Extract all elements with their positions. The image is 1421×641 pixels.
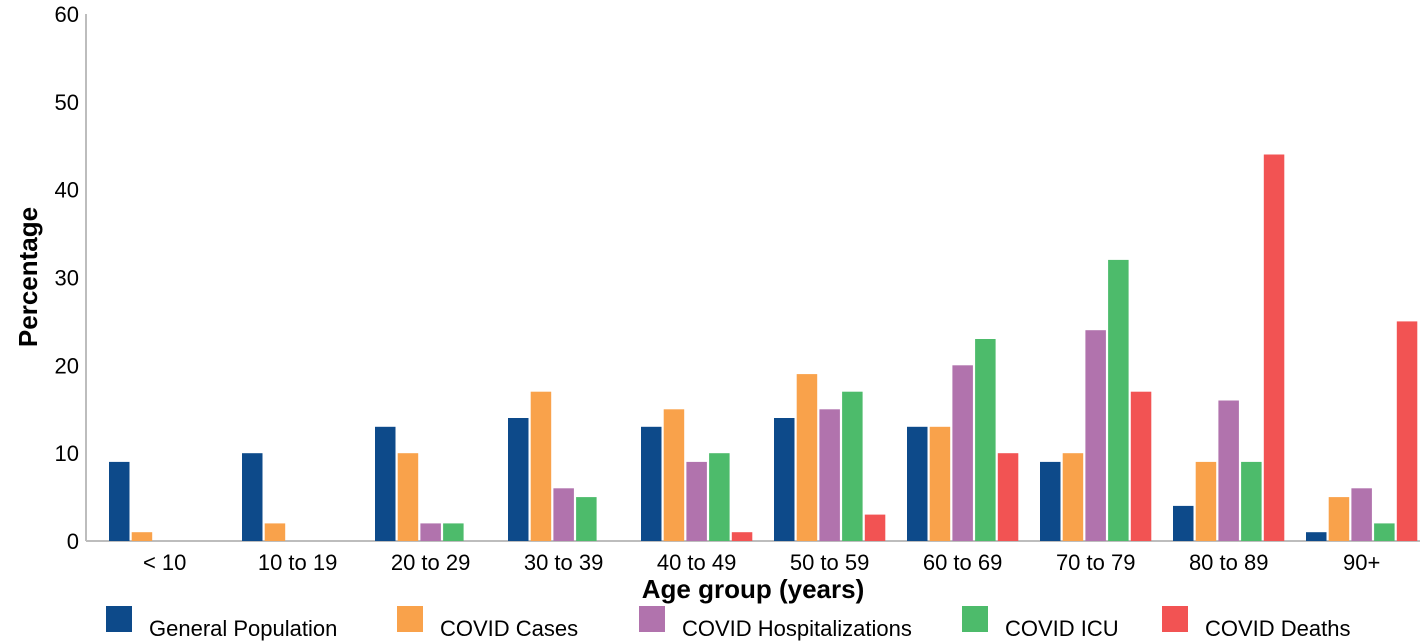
bar [1306, 532, 1327, 541]
bar [530, 391, 552, 541]
bar [952, 365, 973, 541]
bar [1108, 259, 1129, 541]
bar [997, 453, 1019, 541]
x-tick-label: 20 to 29 [391, 550, 471, 575]
y-axis-title: Percentage [13, 207, 43, 347]
y-tick-label: 60 [55, 2, 79, 27]
legend-label: COVID Deaths [1205, 616, 1351, 641]
x-tick-label: 30 to 39 [524, 550, 604, 575]
bar [864, 514, 886, 541]
bar [242, 453, 263, 541]
legend: General Population COVID Cases COVID Hospi… [106, 606, 1351, 641]
bar [131, 532, 153, 541]
y-tick-labels: 0 10 20 30 40 50 60 [55, 2, 79, 554]
y-tick-label: 40 [55, 178, 79, 203]
bar [929, 426, 951, 541]
bar [1195, 461, 1217, 541]
x-tick-label: 60 to 69 [923, 550, 1003, 575]
legend-label: COVID Cases [440, 616, 578, 641]
legend-label: COVID Hospitalizations [682, 616, 912, 641]
y-tick-label: 50 [55, 90, 79, 115]
bar [686, 461, 707, 541]
x-tick-label: 70 to 79 [1056, 550, 1136, 575]
bars [109, 154, 1418, 542]
x-tick-label: 40 to 49 [657, 550, 737, 575]
bar [508, 418, 529, 541]
bar [420, 523, 441, 541]
bar [975, 339, 996, 541]
bar [1085, 330, 1106, 541]
bar [1396, 321, 1418, 541]
bar [796, 374, 818, 541]
bar [264, 523, 286, 541]
bar [819, 409, 840, 542]
bar [397, 453, 419, 541]
bar [553, 488, 574, 541]
y-tick-label: 0 [67, 529, 79, 554]
bar [109, 461, 130, 541]
legend-label: General Population [149, 616, 337, 641]
y-tick-label: 30 [55, 266, 79, 291]
bar [375, 426, 396, 541]
y-tick-label: 10 [55, 441, 79, 466]
bar [774, 418, 795, 541]
bar [1040, 461, 1061, 541]
bar [1328, 497, 1350, 541]
bar [1173, 505, 1194, 541]
bar [1374, 523, 1395, 541]
x-tick-label: 80 to 89 [1189, 550, 1269, 575]
legend-swatch [639, 606, 665, 632]
legend-swatch [397, 606, 423, 632]
bar [1263, 154, 1285, 541]
bar [842, 391, 863, 541]
bar [1062, 453, 1084, 541]
bar [641, 426, 662, 541]
bar [709, 453, 730, 541]
x-tick-labels: < 10 10 to 19 20 to 29 30 to 39 40 to 49 50 t… [143, 550, 1380, 575]
legend-swatch [1162, 606, 1188, 632]
x-tick-label: < 10 [143, 550, 186, 575]
bar [731, 532, 753, 541]
bar [663, 409, 685, 542]
bar [443, 523, 464, 541]
bar [907, 426, 928, 541]
x-tick-label: 50 to 59 [790, 550, 870, 575]
legend-swatch [962, 606, 988, 632]
x-tick-label: 90+ [1343, 550, 1380, 575]
bar [576, 497, 597, 541]
x-axis-title: Age group (years) [642, 574, 865, 604]
bar [1241, 461, 1262, 541]
legend-swatch [106, 606, 132, 632]
x-tick-label: 10 to 19 [258, 550, 338, 575]
bar [1351, 488, 1372, 541]
legend-label: COVID ICU [1005, 616, 1119, 641]
y-tick-label: 20 [55, 353, 79, 378]
bar [1130, 391, 1152, 541]
bar [1218, 400, 1239, 541]
